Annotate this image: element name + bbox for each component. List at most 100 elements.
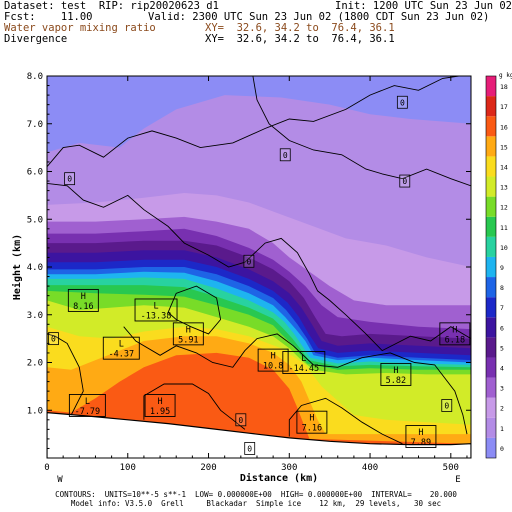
extremum-kind-2: H [186, 325, 191, 335]
extremum-kind-3: L [119, 340, 124, 350]
colorbar-swatch-6 [486, 317, 496, 338]
extremum-value-4: 10.8 [263, 362, 283, 372]
colorbar-label-17: 17 [500, 103, 508, 111]
colorbar-label-0: 0 [500, 445, 504, 453]
colorbar-swatch-14 [486, 156, 496, 177]
zero-label-2: 0 [67, 175, 72, 184]
extremum-kind-6: H [393, 366, 398, 376]
extremum-value-7: 6.18 [445, 335, 465, 345]
field1-name: Water vapor mixing ratio [4, 22, 156, 34]
colorbar-swatch-4 [486, 357, 496, 378]
forecast-hour: Fcst: 11.00 [4, 11, 93, 23]
extremum-kind-10: H [309, 414, 314, 424]
x-tick-label-300: 300 [281, 463, 297, 473]
extremum-value-1: -13.38 [141, 311, 172, 321]
extremum-box-1 [134, 298, 178, 322]
extremum-value-0: 8.16 [73, 302, 93, 312]
extremum-value-9: 1.95 [150, 407, 170, 417]
zero-label-box-0 [396, 95, 408, 109]
zero-label-7: 0 [247, 444, 252, 453]
extremum-box-8 [68, 394, 106, 417]
extremum-box-10 [296, 410, 328, 434]
extremum-box-6 [380, 362, 412, 386]
y-tick-label-2: 2.0 [27, 359, 43, 369]
colorbar-label-8: 8 [500, 284, 504, 292]
x-tick-label-0: 0 [44, 463, 49, 473]
colorbar-label-9: 9 [500, 264, 504, 272]
terrain-surface [47, 411, 471, 458]
zero-label-box-7 [244, 442, 256, 455]
zero-label-5: 0 [51, 335, 56, 344]
init-time: Init: 1200 UTC Sun 23 Jun 02 [335, 0, 512, 12]
y-tick-label-4: 4.0 [27, 263, 43, 273]
extremum-value-8: -7.79 [75, 407, 101, 417]
colorbar-swatch-0 [486, 437, 496, 458]
zero-label-box-6 [235, 413, 247, 427]
extremum-value-11: 7.89 [411, 438, 431, 448]
extremum-box-3 [102, 336, 140, 360]
zero-label-0: 0 [400, 98, 405, 107]
extremum-kind-8: L [85, 397, 90, 407]
colorbar-swatch-9 [486, 256, 496, 278]
zero-label-8: 0 [444, 401, 449, 410]
colorbar-label-3: 3 [500, 385, 504, 393]
colorbar-label-7: 7 [500, 304, 504, 312]
colorbar-label-18: 18 [500, 83, 508, 91]
extremum-value-3: -4.37 [109, 350, 135, 360]
colorbar-swatch-11 [486, 216, 496, 237]
field-layer [47, 76, 471, 458]
extremum-kind-5: L [301, 354, 306, 364]
y-tick-label-5: 5.0 [27, 215, 43, 225]
extremum-box-0 [67, 288, 99, 312]
zero-label-1: 0 [283, 151, 288, 160]
colorbar-label-6: 6 [500, 324, 504, 332]
extremum-value-5: -14.45 [288, 364, 319, 374]
extremum-kind-11: H [418, 428, 423, 438]
field1-xy: XY= 32.6, 34.2 to 76.4, 36.1 [205, 22, 395, 34]
dataset-line: Dataset: test RIP: rip20020623 d1 [4, 0, 219, 12]
colorbar-label-14: 14 [500, 163, 508, 171]
divergence-contour-2 [47, 182, 471, 352]
x-axis-label: Distance (km) [240, 472, 318, 484]
divergence-contour-6 [288, 397, 403, 445]
x-tick-label-100: 100 [120, 463, 136, 473]
colorbar-swatch-10 [486, 236, 496, 257]
divergence-contour-5 [143, 383, 246, 430]
extremum-kind-9: H [158, 397, 163, 407]
colorbar-label-12: 12 [500, 204, 508, 212]
extremum-box-9 [144, 394, 176, 417]
x-tick-label-200: 200 [200, 463, 216, 473]
colorbar-swatch-12 [486, 196, 496, 217]
divergence-contour-0 [47, 76, 459, 167]
colorbar-swatch-2 [486, 397, 496, 418]
divergence-contour-4 [123, 326, 468, 435]
colorbar-swatch-13 [486, 176, 496, 197]
extremum-value-6: 5.82 [386, 376, 406, 386]
extremum-box-5 [282, 351, 326, 374]
colorbar-swatch-1 [486, 417, 496, 438]
colorbar-label-15: 15 [500, 143, 508, 151]
field2-name: Divergence [4, 33, 68, 45]
extremum-kind-7: H [452, 325, 457, 335]
x-tick-label-500: 500 [443, 463, 459, 473]
x-end-label-right: E [455, 475, 460, 485]
extremum-box-4 [257, 348, 289, 372]
extremum-kind-1: L [153, 301, 158, 311]
colorbar-label-11: 11 [500, 224, 508, 232]
zero-label-box-2 [64, 172, 76, 186]
colorbar-swatch-8 [486, 277, 496, 298]
colorbar-swatch-15 [486, 136, 496, 157]
zero-label-4: 0 [246, 257, 251, 266]
extremum-box-11 [405, 425, 437, 448]
colorbar-swatch-17 [486, 96, 496, 117]
model-info: Model info: V3.5.0 Grell Blackadar Simpl… [70, 499, 442, 508]
y-tick-label-8: 8.0 [27, 72, 43, 82]
divergence-contour-3 [47, 333, 84, 416]
extremum-kind-0: H [81, 292, 86, 302]
y-axis-label: Height (km) [11, 234, 23, 300]
extremum-kind-4: H [271, 352, 276, 362]
zero-label-6: 0 [238, 416, 243, 425]
colorbar-swatch-3 [486, 377, 496, 398]
